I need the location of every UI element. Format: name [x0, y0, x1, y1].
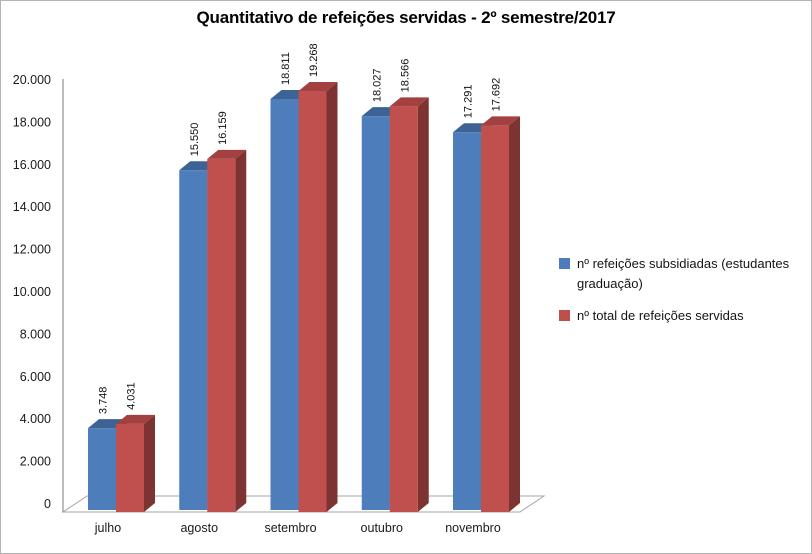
bar-total-outubro — [389, 106, 418, 513]
bar-total-outubro-side — [417, 97, 429, 513]
legend-item-subsidiadas: nº refeições subsidiadas (estudantes gra… — [559, 254, 807, 293]
bar-total-outubro-top — [389, 97, 429, 107]
data-label-outubro: 18.566 — [399, 59, 411, 93]
data-label-outubro: 18.027 — [371, 68, 383, 102]
data-label-julho: 3.748 — [98, 387, 110, 415]
data-label-agosto: 16.159 — [217, 111, 229, 145]
bar-total-novembro — [481, 125, 509, 512]
bar-total-setembro-side — [326, 81, 338, 512]
legend: nº refeições subsidiadas (estudantes gra… — [559, 254, 807, 326]
legend-swatch-blue-icon — [559, 258, 570, 269]
x-category-label-novembro: novembro — [445, 521, 501, 535]
bar-total-agosto-top — [207, 149, 247, 159]
y-tick-label: 18.000 — [13, 115, 51, 129]
bar-subsidiadas-julho — [88, 428, 116, 510]
data-label-julho: 4.031 — [126, 382, 138, 410]
y-tick-label: 6.000 — [20, 370, 51, 384]
bar-total-julho-top — [116, 414, 155, 424]
bar-subsidiadas-setembro — [270, 98, 299, 511]
bar-total-agosto — [207, 158, 236, 512]
y-tick-label: 12.000 — [13, 243, 51, 257]
y-tick-label: 8.000 — [20, 327, 51, 341]
y-tick-label: 20.000 — [13, 73, 51, 87]
bar-total-setembro — [298, 90, 327, 512]
legend-item-total: nº total de refeições servidas — [559, 306, 807, 326]
y-tick-label: 16.000 — [13, 158, 51, 172]
y-tick-label: 2.000 — [20, 455, 51, 469]
plot-floor — [61, 495, 546, 513]
x-category-label-julho: julho — [94, 521, 121, 535]
bar-subsidiadas-agosto — [179, 170, 208, 511]
bar-total-agosto-side — [235, 149, 247, 513]
x-category-label-setembro: setembro — [264, 521, 316, 535]
bar-total-julho-side — [144, 414, 155, 512]
bar-subsidiadas-outubro — [361, 116, 390, 510]
bar-total-setembro-top — [298, 81, 338, 91]
bar-total-novembro-top — [481, 116, 520, 126]
legend-label: nº total de refeições servidas — [577, 308, 744, 323]
y-tick-label: 0 — [44, 497, 51, 511]
y-tick-label: 14.000 — [13, 200, 51, 214]
data-label-setembro: 18.811 — [280, 52, 292, 85]
legend-swatch-red-icon — [559, 310, 570, 321]
data-label-agosto: 15.550 — [189, 123, 201, 157]
y-tick-label: 10.000 — [13, 285, 51, 299]
data-label-novembro: 17.291 — [463, 85, 475, 119]
legend-label: nº refeições subsidiadas (estudantes gra… — [577, 256, 790, 291]
x-category-label-outubro: outubro — [361, 521, 403, 535]
data-label-setembro: 19.268 — [308, 43, 320, 77]
chart-title: Quantitativo de refeições servidas - 2º … — [196, 8, 616, 27]
x-category-label-agosto: agosto — [180, 521, 218, 535]
data-label-novembro: 17.692 — [491, 78, 503, 112]
bar-subsidiadas-novembro — [453, 132, 481, 510]
bar-total-julho — [116, 423, 144, 512]
bar-total-novembro-side — [509, 116, 520, 512]
y-tick-label: 4.000 — [20, 412, 51, 426]
